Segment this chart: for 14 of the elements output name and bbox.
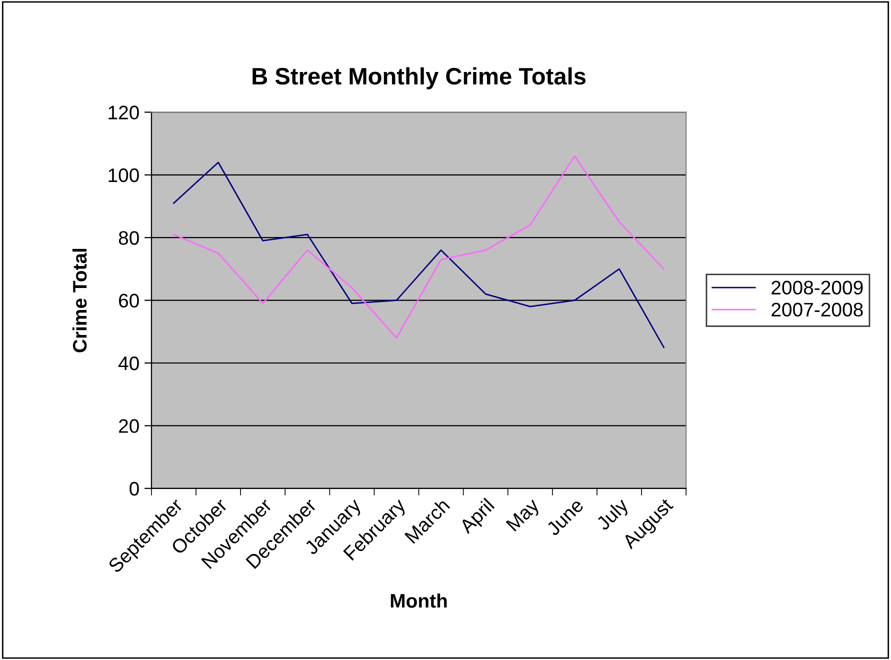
x-tick-label: May	[506, 497, 543, 534]
legend-label: 2008-2009	[772, 280, 863, 295]
y-tick-label: 80	[118, 231, 139, 245]
y-tick-label: 120	[108, 106, 139, 120]
y-tick-label: 100	[108, 168, 139, 182]
x-axis-title: Month	[390, 593, 447, 608]
x-tick-label: July	[595, 496, 632, 534]
legend-label: 2007-2008	[772, 302, 863, 317]
y-tick-label: 40	[118, 356, 139, 370]
y-tick-label: 60	[119, 294, 139, 308]
y-tick-label: 20	[119, 419, 139, 433]
y-tick-label: 0	[130, 482, 139, 496]
chart-title: B Street Monthly Crime Totals	[252, 67, 586, 90]
y-axis-title: Crime Total	[72, 248, 87, 352]
